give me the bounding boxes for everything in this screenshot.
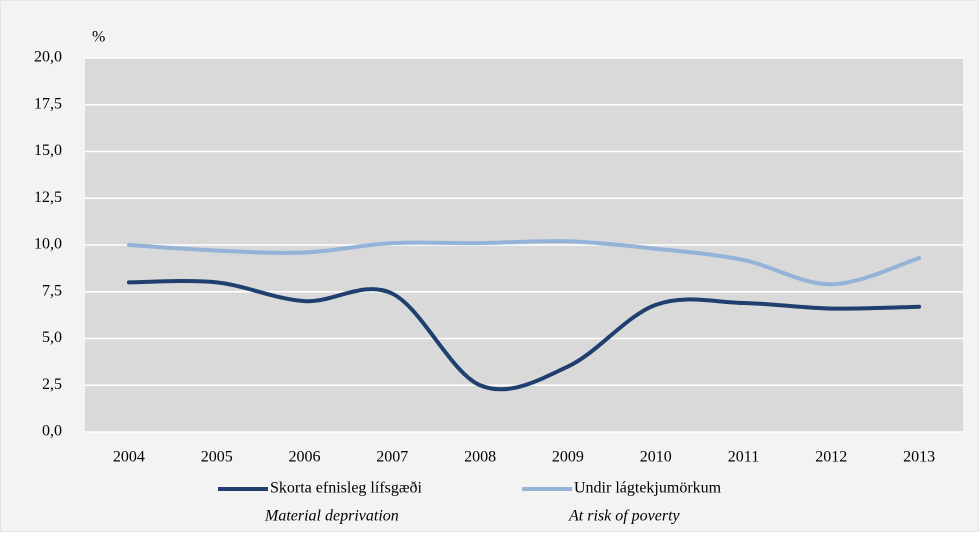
y-axis-label: % bbox=[92, 29, 105, 46]
y-tick-label: 15,0 bbox=[34, 142, 62, 159]
x-tick-label: 2012 bbox=[815, 449, 847, 466]
x-tick-label: 2011 bbox=[728, 449, 759, 466]
y-tick-label: 7,5 bbox=[42, 282, 62, 299]
x-tick-label: 2010 bbox=[640, 449, 672, 466]
line bbox=[126, 239, 922, 287]
x-tick-label: 2005 bbox=[201, 449, 233, 466]
x-tick-label: 2004 bbox=[113, 449, 145, 466]
legend-label: Skorta efnisleg lífsgæði bbox=[270, 480, 423, 497]
legend-label: Undir lágtekjumörkum bbox=[574, 480, 722, 497]
legend-sublabel: Material deprivation bbox=[264, 508, 399, 525]
x-tick-label: 2007 bbox=[376, 449, 408, 466]
y-tick-label: 0,0 bbox=[42, 423, 62, 440]
y-tick-label: 17,5 bbox=[34, 95, 62, 112]
y-tick-label: 5,0 bbox=[42, 329, 62, 346]
x-tick-label: 2008 bbox=[464, 449, 496, 466]
y-tick-label: 2,5 bbox=[42, 376, 62, 393]
y-tick-label: 20,0 bbox=[34, 49, 62, 66]
x-tick-label: 2009 bbox=[552, 449, 584, 466]
y-tick-label: 12,5 bbox=[34, 189, 62, 206]
y-tick-label: 10,0 bbox=[34, 236, 62, 253]
line bbox=[126, 279, 922, 392]
x-tick-label: 2013 bbox=[903, 449, 935, 466]
legend-sublabel: At risk of poverty bbox=[568, 508, 681, 525]
x-tick-label: 2006 bbox=[289, 449, 321, 466]
